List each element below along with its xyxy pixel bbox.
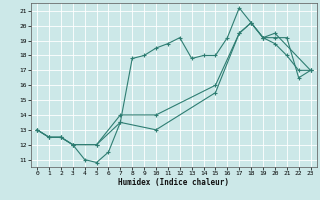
X-axis label: Humidex (Indice chaleur): Humidex (Indice chaleur)	[118, 178, 229, 187]
